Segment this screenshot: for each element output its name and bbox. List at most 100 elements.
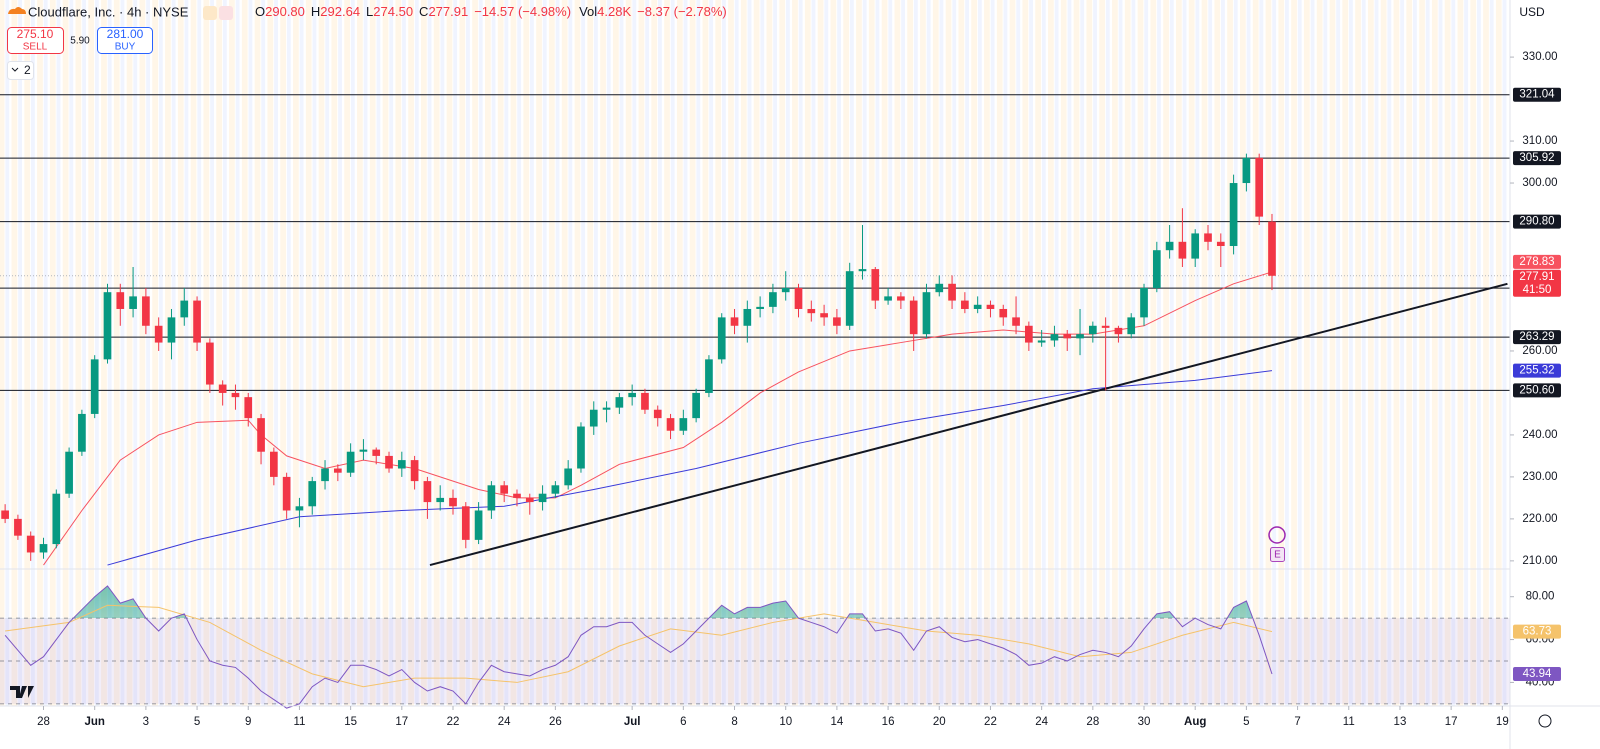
stripe — [466, 0, 470, 706]
stripe — [1086, 0, 1093, 706]
stripe — [939, 0, 944, 706]
status-icon[interactable] — [219, 6, 233, 20]
candle-body — [1216, 241, 1225, 247]
stripe — [1413, 0, 1417, 706]
candle-body — [1165, 241, 1174, 251]
stripe — [338, 0, 342, 706]
stripe — [1016, 0, 1021, 706]
earnings-box[interactable] — [1270, 547, 1285, 562]
x-tick-label: 10 — [779, 716, 792, 728]
stripe — [971, 0, 978, 706]
x-tick-label: 5 — [1243, 716, 1249, 728]
candle-body — [244, 397, 253, 419]
stripe — [856, 0, 862, 706]
x-tick-label: 9 — [245, 716, 251, 728]
level-label: 250.60 — [1519, 384, 1554, 396]
stripe — [133, 0, 138, 706]
stripe — [1080, 0, 1085, 706]
stripe — [1137, 0, 1144, 706]
y-tick-label: 210.00 — [1522, 555, 1557, 567]
stripe — [1067, 0, 1072, 706]
level-label-bg — [1513, 383, 1561, 398]
stripe — [894, 0, 901, 706]
stripe — [286, 0, 291, 706]
status-icon[interactable] — [203, 6, 217, 20]
tv-logo[interactable] — [10, 686, 34, 698]
stripe — [299, 0, 304, 706]
stripe — [1374, 0, 1379, 706]
stripe — [1029, 0, 1033, 706]
stripe — [1169, 0, 1174, 706]
candle-body — [935, 283, 944, 293]
stripe — [1502, 0, 1507, 706]
candle-body — [231, 392, 240, 398]
stripe — [843, 0, 850, 706]
stripe — [62, 0, 69, 706]
trendline — [429, 282, 1508, 567]
spread: 5.90 — [70, 36, 90, 47]
candle-body — [743, 308, 752, 326]
candle-body — [922, 292, 931, 335]
stripe — [1265, 0, 1272, 706]
last-price-bg — [1513, 269, 1561, 297]
stripe — [619, 0, 624, 706]
stripe — [1157, 0, 1161, 706]
stripe — [747, 0, 752, 706]
candle-body — [973, 304, 982, 309]
stripe — [1272, 0, 1277, 706]
ohlc-value: 277.91 — [428, 4, 468, 19]
stripe — [753, 0, 760, 706]
level-label: 305.92 — [1519, 152, 1554, 164]
rsi-pane — [0, 585, 1510, 709]
candle-body — [103, 292, 112, 360]
stripe — [920, 0, 926, 706]
candle-body — [1242, 157, 1251, 184]
stripe — [0, 0, 5, 706]
sell-label: SELL — [23, 42, 48, 53]
candle-body — [449, 497, 457, 507]
stripe — [1316, 0, 1323, 706]
candle-body — [1140, 287, 1148, 318]
rsi-ma-line — [5, 604, 1273, 688]
y-tick-label: 220.00 — [1522, 513, 1557, 525]
candle-body — [730, 317, 739, 326]
stripe — [1470, 0, 1477, 706]
stripe — [574, 0, 581, 706]
candle-body — [845, 271, 854, 326]
stripe — [1349, 0, 1353, 706]
stripe — [977, 0, 982, 706]
candle-body — [359, 449, 368, 452]
stripe — [773, 0, 778, 706]
x-tick-label: 6 — [680, 716, 686, 728]
sell-button[interactable] — [7, 27, 64, 54]
event-icon[interactable] — [1268, 526, 1286, 544]
stripe — [478, 0, 483, 706]
stripe — [709, 0, 714, 706]
stripe — [594, 0, 598, 706]
stripe — [811, 0, 816, 706]
stripe — [395, 0, 402, 706]
candle-body — [154, 325, 163, 343]
stripe — [1041, 0, 1046, 706]
stripe — [126, 0, 133, 706]
stripe — [88, 0, 95, 706]
ohlc-key: L — [366, 4, 373, 19]
candle-body — [679, 418, 688, 431]
stripe — [1124, 0, 1131, 706]
stripe — [56, 0, 61, 706]
currency[interactable]: USD — [1519, 5, 1545, 19]
stripe — [440, 0, 445, 706]
stripe — [146, 0, 150, 706]
settings-icon[interactable] — [1538, 714, 1552, 728]
stripe — [235, 0, 240, 706]
indicators-toggle[interactable] — [7, 61, 34, 80]
candle-body — [333, 468, 342, 473]
indicators-count: 2 — [24, 63, 31, 77]
candle-body — [321, 468, 329, 482]
candle-body — [781, 287, 790, 293]
symbol-title[interactable]: Cloudflare, Inc. · 4h · NYSE — [28, 4, 189, 19]
sell-price: 275.10 — [17, 27, 54, 41]
ohlc-legend: O290.80 H292.64 L274.50 C277.91 −14.57 (−4.9… — [255, 4, 727, 19]
buy-button[interactable] — [97, 27, 153, 54]
stripe — [600, 0, 606, 706]
